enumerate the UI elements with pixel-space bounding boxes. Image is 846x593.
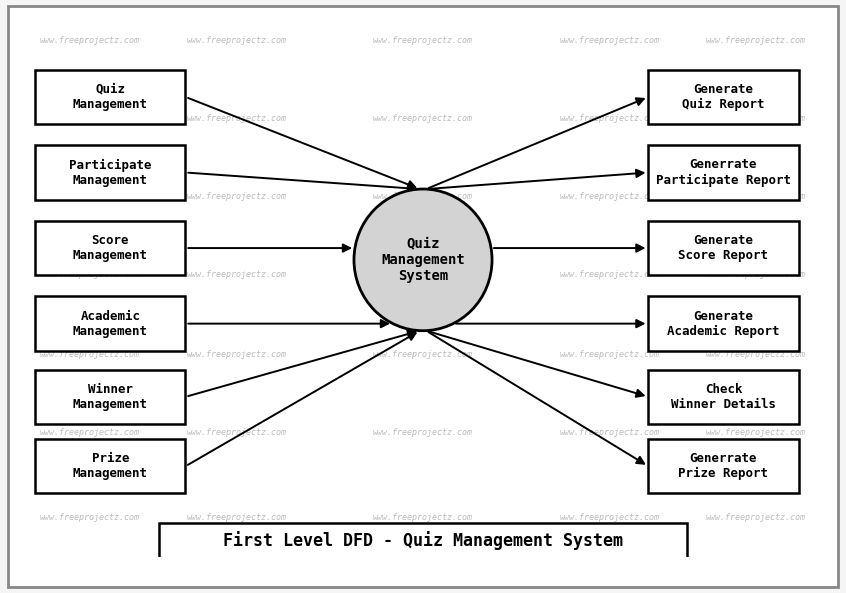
- Text: www.freeprojectz.com: www.freeprojectz.com: [373, 114, 473, 123]
- Text: www.freeprojectz.com: www.freeprojectz.com: [706, 350, 806, 359]
- Text: www.freeprojectz.com: www.freeprojectz.com: [40, 350, 140, 359]
- Text: Participate
Management: Participate Management: [69, 158, 151, 187]
- Text: Academic
Management: Academic Management: [73, 310, 148, 337]
- Text: www.freeprojectz.com: www.freeprojectz.com: [373, 270, 473, 279]
- Text: First Level DFD - Quiz Management System: First Level DFD - Quiz Management System: [223, 531, 623, 550]
- Text: www.freeprojectz.com: www.freeprojectz.com: [186, 192, 286, 200]
- FancyBboxPatch shape: [36, 70, 185, 124]
- Text: Generate
Score Report: Generate Score Report: [678, 234, 768, 262]
- FancyBboxPatch shape: [36, 439, 185, 493]
- Text: www.freeprojectz.com: www.freeprojectz.com: [560, 192, 660, 200]
- Text: www.freeprojectz.com: www.freeprojectz.com: [560, 270, 660, 279]
- Text: www.freeprojectz.com: www.freeprojectz.com: [40, 114, 140, 123]
- Text: www.freeprojectz.com: www.freeprojectz.com: [186, 513, 286, 522]
- FancyBboxPatch shape: [36, 145, 185, 200]
- Text: www.freeprojectz.com: www.freeprojectz.com: [560, 350, 660, 359]
- Text: www.freeprojectz.com: www.freeprojectz.com: [560, 114, 660, 123]
- FancyBboxPatch shape: [648, 145, 799, 200]
- Text: www.freeprojectz.com: www.freeprojectz.com: [40, 270, 140, 279]
- Text: www.freeprojectz.com: www.freeprojectz.com: [706, 513, 806, 522]
- Ellipse shape: [354, 189, 492, 331]
- FancyBboxPatch shape: [648, 70, 799, 124]
- FancyBboxPatch shape: [36, 296, 185, 351]
- Text: www.freeprojectz.com: www.freeprojectz.com: [186, 350, 286, 359]
- Text: www.freeprojectz.com: www.freeprojectz.com: [373, 428, 473, 437]
- Text: Generate
Academic Report: Generate Academic Report: [667, 310, 780, 337]
- Text: www.freeprojectz.com: www.freeprojectz.com: [186, 114, 286, 123]
- Text: www.freeprojectz.com: www.freeprojectz.com: [40, 36, 140, 44]
- Text: Check
Winner Details: Check Winner Details: [671, 383, 776, 411]
- Text: Quiz
Management: Quiz Management: [73, 83, 148, 111]
- Text: www.freeprojectz.com: www.freeprojectz.com: [560, 36, 660, 44]
- FancyBboxPatch shape: [648, 221, 799, 275]
- Text: www.freeprojectz.com: www.freeprojectz.com: [706, 36, 806, 44]
- FancyBboxPatch shape: [8, 6, 838, 587]
- Text: www.freeprojectz.com: www.freeprojectz.com: [40, 513, 140, 522]
- Text: www.freeprojectz.com: www.freeprojectz.com: [373, 513, 473, 522]
- Text: www.freeprojectz.com: www.freeprojectz.com: [186, 36, 286, 44]
- Text: Generrate
Prize Report: Generrate Prize Report: [678, 452, 768, 480]
- Text: www.freeprojectz.com: www.freeprojectz.com: [186, 270, 286, 279]
- Text: www.freeprojectz.com: www.freeprojectz.com: [373, 350, 473, 359]
- FancyBboxPatch shape: [159, 523, 687, 559]
- Text: www.freeprojectz.com: www.freeprojectz.com: [40, 192, 140, 200]
- Text: www.freeprojectz.com: www.freeprojectz.com: [706, 428, 806, 437]
- Text: www.freeprojectz.com: www.freeprojectz.com: [186, 428, 286, 437]
- Text: www.freeprojectz.com: www.freeprojectz.com: [706, 114, 806, 123]
- Text: Winner
Management: Winner Management: [73, 383, 148, 411]
- Text: Generate
Quiz Report: Generate Quiz Report: [682, 83, 765, 111]
- FancyBboxPatch shape: [648, 369, 799, 424]
- Text: Generrate
Participate Report: Generrate Participate Report: [656, 158, 791, 187]
- FancyBboxPatch shape: [648, 439, 799, 493]
- Text: www.freeprojectz.com: www.freeprojectz.com: [560, 513, 660, 522]
- Text: www.freeprojectz.com: www.freeprojectz.com: [706, 192, 806, 200]
- FancyBboxPatch shape: [36, 221, 185, 275]
- Text: www.freeprojectz.com: www.freeprojectz.com: [373, 192, 473, 200]
- Text: www.freeprojectz.com: www.freeprojectz.com: [560, 428, 660, 437]
- FancyBboxPatch shape: [36, 369, 185, 424]
- Text: Score
Management: Score Management: [73, 234, 148, 262]
- Text: Prize
Management: Prize Management: [73, 452, 148, 480]
- Text: Quiz
Management
System: Quiz Management System: [382, 237, 464, 283]
- FancyBboxPatch shape: [648, 296, 799, 351]
- Text: www.freeprojectz.com: www.freeprojectz.com: [706, 270, 806, 279]
- Text: www.freeprojectz.com: www.freeprojectz.com: [373, 36, 473, 44]
- Text: www.freeprojectz.com: www.freeprojectz.com: [40, 428, 140, 437]
